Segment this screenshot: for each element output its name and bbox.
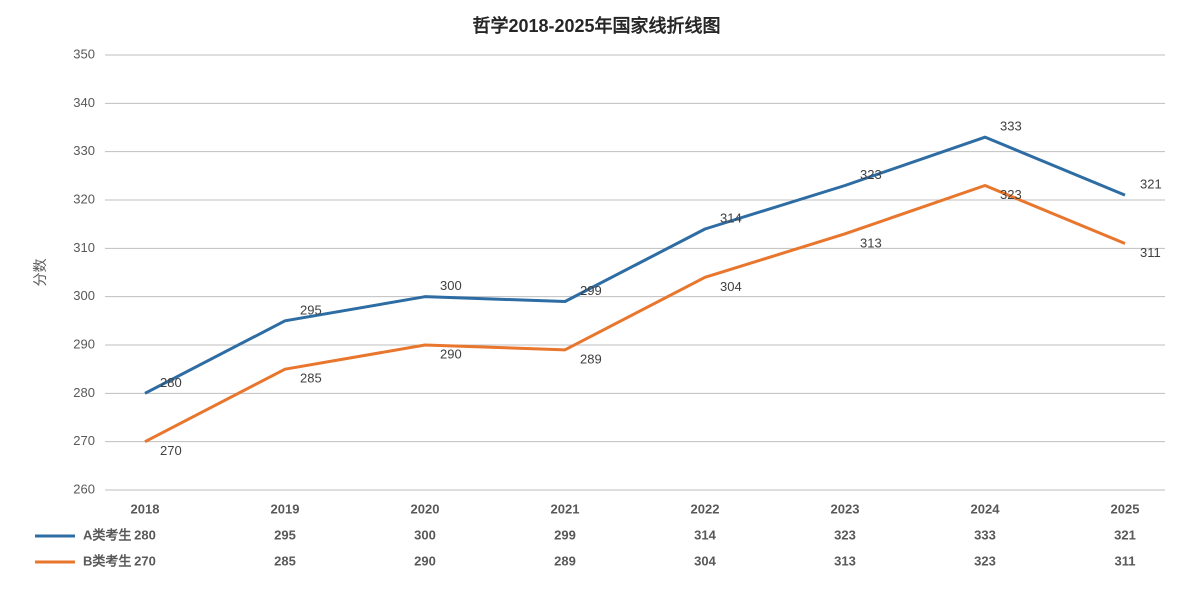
series-line <box>145 186 1125 442</box>
x-tick-label: 2025 <box>1111 501 1140 516</box>
data-label: 290 <box>440 346 462 361</box>
table-value: 300 <box>414 527 436 542</box>
data-label: 311 <box>1140 245 1161 260</box>
data-label: 270 <box>160 443 182 458</box>
data-label: 323 <box>860 167 882 182</box>
y-tick-label: 300 <box>73 288 95 303</box>
table-value: 304 <box>694 553 716 568</box>
chart-container: 哲学2018-2025年国家线折线图 260270280290300310320… <box>0 0 1193 602</box>
data-label: 313 <box>860 235 882 250</box>
y-tick-label: 260 <box>73 481 95 496</box>
table-value: 321 <box>1114 527 1136 542</box>
series-line <box>145 137 1125 393</box>
data-label: 323 <box>1000 187 1022 202</box>
table-value: 285 <box>274 553 296 568</box>
y-tick-label: 270 <box>73 433 95 448</box>
data-label: 304 <box>720 279 742 294</box>
table-value: 295 <box>274 527 296 542</box>
table-value: 311 <box>1115 553 1136 568</box>
data-label: 295 <box>300 302 322 317</box>
y-tick-label: 290 <box>73 336 95 351</box>
table-value: 290 <box>414 553 436 568</box>
table-value: 299 <box>554 527 576 542</box>
table-value: 323 <box>834 527 856 542</box>
data-label: 321 <box>1140 177 1162 192</box>
table-value: 313 <box>834 553 856 568</box>
y-tick-label: 280 <box>73 385 95 400</box>
data-label: 314 <box>720 210 742 225</box>
data-label: 289 <box>580 351 602 366</box>
x-tick-label: 2020 <box>411 501 440 516</box>
x-tick-label: 2022 <box>691 501 720 516</box>
series-group: 280 295 300 299 314 323 333 321 270 285 290 289 304 3… <box>145 119 1162 459</box>
data-label: 333 <box>1000 119 1022 134</box>
data-label: 280 <box>160 375 182 390</box>
table-value: 280 <box>134 527 156 542</box>
table-value: 323 <box>974 553 996 568</box>
y-tick-label: 320 <box>73 191 95 206</box>
y-tick-label: 350 <box>73 46 95 61</box>
y-tick-label: 310 <box>73 240 95 255</box>
data-label: 285 <box>300 371 322 386</box>
legend-label: B类考生 <box>83 553 131 568</box>
data-label: 299 <box>580 283 602 298</box>
data-label: 300 <box>440 278 462 293</box>
table-value: 333 <box>974 527 996 542</box>
x-tick-label: 2023 <box>831 501 860 516</box>
y-tick-label: 330 <box>73 143 95 158</box>
x-tick-label: 2021 <box>551 501 580 516</box>
legend-label: A类考生 <box>83 527 131 542</box>
x-tick-label: 2019 <box>271 501 300 516</box>
y-axis-label: 分数 <box>32 259 48 287</box>
grid: 260 270 280 290 300 310 320 330 340 350 <box>73 46 1165 496</box>
table-value: 289 <box>554 553 576 568</box>
chart-svg: 260 270 280 290 300 310 320 330 340 350 分数 280 295 30… <box>0 0 1193 602</box>
table-value: 314 <box>694 527 716 542</box>
table-value: 270 <box>134 553 156 568</box>
x-tick-label: 2018 <box>131 501 160 516</box>
x-tick-label: 2024 <box>971 501 1001 516</box>
y-tick-label: 340 <box>73 95 95 110</box>
